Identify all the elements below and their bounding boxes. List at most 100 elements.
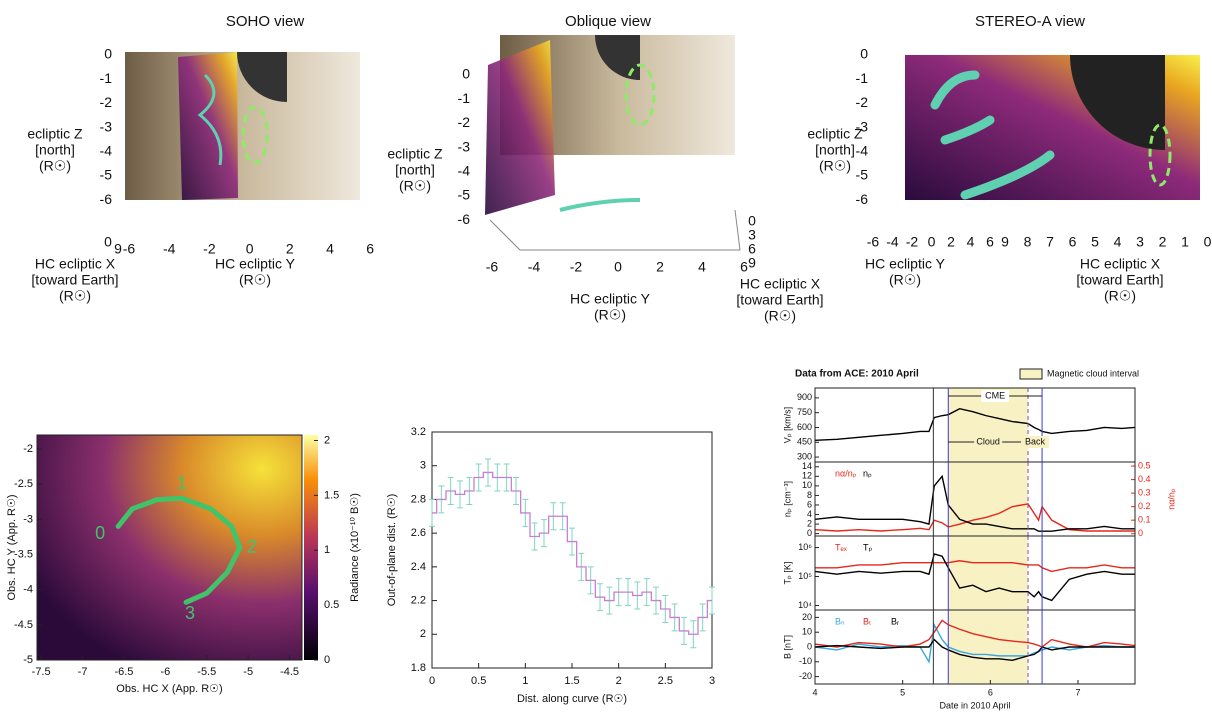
axis-label: (R☉)	[819, 158, 851, 174]
x-tick-label: -5	[243, 666, 253, 678]
y-tick-label: 10	[802, 480, 812, 490]
tick-label: -2	[570, 259, 583, 275]
y-tick-label: 10⁵	[798, 571, 812, 581]
y-tick-label: 8	[807, 490, 812, 500]
tick-label: -6	[867, 234, 880, 250]
colorbar-tick-label: 2	[324, 434, 330, 446]
tick-label: 6	[748, 241, 756, 257]
axis-label: [north]	[35, 142, 75, 158]
oblique-image	[485, 35, 741, 251]
y-tick-label: 6	[807, 499, 812, 509]
y-tick-label: 0	[807, 528, 812, 538]
tick-label: 6	[740, 259, 748, 275]
tick-label: 9	[748, 255, 756, 271]
y2-tick-label: 0.3	[1138, 487, 1151, 497]
annotation: CME	[985, 390, 1005, 400]
x-tick-label: 6	[988, 687, 993, 697]
y2-tick-label: 0.1	[1138, 515, 1151, 525]
z-tick-label: -1	[458, 90, 471, 106]
tick-label: 3	[1136, 234, 1144, 250]
axis-label: HC ecliptic X	[740, 276, 821, 292]
z-tick-label: -6	[100, 191, 113, 207]
y-tick-label: -4	[23, 584, 33, 596]
axis-label: HC ecliptic X	[35, 256, 116, 272]
axis-label: (R☉)	[1104, 288, 1136, 304]
axis-label: [toward Earth]	[736, 292, 823, 308]
tick-label: -6	[123, 241, 136, 257]
tick-label: 6	[986, 234, 994, 250]
y-tick-label: -5	[23, 654, 33, 666]
y-tick-label: 10⁴	[798, 600, 812, 610]
z-tick-label: -3	[856, 118, 869, 134]
z-tick-label: -5	[100, 167, 113, 183]
tick-label: 2	[1159, 234, 1167, 250]
y-axis-label: Out-of-plane dist. (R☉)	[386, 494, 398, 607]
tick-label: -4	[163, 241, 176, 257]
soho-image	[125, 52, 360, 200]
annotation: Cloud	[976, 436, 1000, 446]
y-tick-label: 10⁶	[798, 542, 812, 552]
z-tick-label: -3	[100, 118, 113, 134]
tick-label: 3	[748, 227, 756, 243]
tick-label: 4	[967, 234, 975, 250]
legend-label: Bₙ	[835, 616, 845, 626]
x-tick-label: -7.5	[32, 666, 51, 678]
tick-label: 9	[114, 241, 122, 257]
annotation-bg	[974, 436, 1003, 448]
y-tick-label: 10	[802, 627, 812, 637]
x-tick-label: -5.5	[197, 666, 216, 678]
y-tick-label: 0	[807, 641, 812, 651]
tick-label: 4	[698, 259, 706, 275]
legend-label: Bᵣ	[891, 616, 899, 626]
z-tick-label: -2	[458, 114, 471, 130]
stereo-image	[905, 55, 1200, 200]
tick-label: 0	[246, 241, 254, 257]
axis-label: HC ecliptic Y	[865, 256, 946, 272]
step-line	[432, 471, 712, 635]
y-tick-label: -2.5	[14, 478, 33, 490]
axis-label: HC ecliptic Y	[570, 291, 651, 307]
axis-label: [toward Earth]	[31, 272, 118, 288]
curve-label: 1	[177, 473, 187, 493]
tick-label: 2	[947, 234, 955, 250]
z-tick-label: -4	[856, 143, 869, 159]
y-axis-label: Vₚ [km/s]	[782, 407, 792, 443]
tick-label: 4	[326, 241, 334, 257]
legend-label: Magnetic cloud interval	[1047, 368, 1139, 378]
colorbar-tick-label: 1	[324, 544, 330, 556]
tick-label: 9	[1001, 234, 1009, 250]
y-tick-label: -3	[23, 513, 33, 525]
z-tick-label: -6	[856, 191, 869, 207]
z-tick-label: -2	[100, 94, 113, 110]
y-tick-label: 2.8	[411, 493, 426, 505]
series-line	[815, 560, 1135, 573]
legend-swatch	[1019, 368, 1043, 380]
view-title: STEREO-A view	[975, 13, 1085, 30]
y-tick-label: 750	[797, 407, 812, 417]
x-tick-label: -7	[78, 666, 88, 678]
axis-label: (R☉)	[239, 272, 271, 288]
tick-label: 8	[1024, 234, 1032, 250]
y-tick-label: 2.6	[411, 527, 426, 539]
series-line	[814, 638, 1135, 662]
legend-label: Tₚ	[863, 542, 872, 552]
y-tick-label: -10	[799, 656, 812, 666]
x-axis-label: Obs. HC X (App. R☉)	[116, 683, 222, 695]
z-tick-label: -6	[458, 211, 471, 227]
colorbar-tick-label: 0.5	[324, 599, 339, 611]
y-tick-label: 600	[797, 422, 812, 432]
x-tick-label: -4.5	[280, 666, 299, 678]
tick-label: 6	[1069, 234, 1077, 250]
z-tick-label: 0	[462, 66, 470, 82]
legend-label: nα/nₚ	[835, 468, 857, 478]
tick-label: -4	[886, 234, 899, 250]
z-tick-label: -1	[856, 70, 869, 86]
tick-label: 6	[366, 241, 374, 257]
y-tick-label: 2.2	[411, 594, 426, 606]
y-tick-label: 900	[797, 392, 812, 402]
x-tick-label: 0.5	[471, 675, 486, 687]
plot-frame	[814, 609, 1136, 685]
x-tick-label: 2.5	[658, 675, 673, 687]
x-axis-label: Dist. along curve (R☉)	[517, 693, 627, 705]
legend-label: nₚ	[863, 468, 872, 478]
